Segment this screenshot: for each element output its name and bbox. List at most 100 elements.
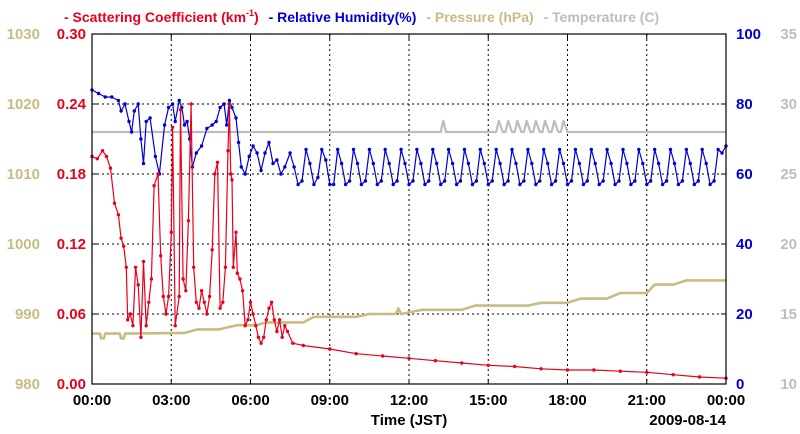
- temperature-tick-label: 10: [780, 376, 797, 393]
- scattering-point: [618, 369, 622, 373]
- humidity-point: [170, 102, 175, 106]
- scattering-point: [291, 341, 295, 345]
- x-tick-label: 00:00: [73, 392, 111, 409]
- humidity-point: [355, 161, 360, 166]
- scattering-tick-label: 0.18: [57, 166, 86, 183]
- scattering-point: [194, 300, 198, 304]
- humidity-point: [199, 144, 204, 148]
- scattering-point: [108, 166, 113, 170]
- humidity-point: [569, 179, 574, 183]
- humidity-point: [247, 154, 251, 159]
- pressure-tick-label: 1020: [7, 96, 40, 113]
- humidity-point: [668, 147, 673, 152]
- humidity-point: [210, 123, 214, 127]
- humidity-point: [304, 147, 308, 152]
- series-layer: [90, 88, 728, 380]
- humidity-point: [577, 161, 582, 166]
- scattering-point: [186, 219, 191, 223]
- scattering-point: [124, 265, 128, 269]
- humidity-point: [593, 161, 597, 166]
- scattering-point: [229, 172, 233, 176]
- humidity-tick-label: 80: [736, 96, 753, 113]
- humidity-point: [553, 179, 558, 183]
- scattering-point: [301, 343, 305, 348]
- humidity-point: [621, 147, 625, 152]
- humidity-point: [585, 179, 589, 183]
- legend-scattering-unit-end: ): [254, 9, 259, 25]
- humidity-point: [502, 182, 506, 187]
- humidity-point: [688, 161, 692, 166]
- humidity-point: [498, 161, 502, 166]
- humidity-point: [641, 161, 645, 166]
- humidity-point: [387, 161, 391, 166]
- humidity-point: [704, 161, 708, 166]
- humidity-point: [144, 119, 148, 124]
- humidity-point: [601, 179, 605, 183]
- humidity-point: [371, 161, 375, 166]
- humidity-point: [672, 161, 677, 166]
- scattering-point: [433, 359, 438, 363]
- humidity-point: [218, 105, 222, 110]
- humidity-point: [391, 182, 395, 187]
- humidity-point: [478, 147, 482, 152]
- humidity-point: [363, 179, 368, 183]
- humidity-point: [474, 179, 479, 183]
- humidity-tick-label: 20: [736, 306, 753, 323]
- plot-frame: [91, 33, 727, 385]
- humidity-point: [557, 147, 562, 152]
- humidity-point: [653, 147, 657, 152]
- humidity-point: [177, 98, 181, 103]
- scattering-point: [169, 230, 173, 234]
- scattering-point: [238, 277, 242, 281]
- temperature-tick-label: 25: [780, 166, 797, 183]
- humidity-point: [234, 116, 238, 120]
- humidity-point: [271, 161, 275, 166]
- scattering-point: [178, 108, 183, 112]
- pressure-tick-label: 1030: [7, 26, 40, 43]
- humidity-point: [625, 161, 629, 166]
- humidity-point: [279, 172, 283, 176]
- scattering-point: [149, 277, 154, 281]
- humidity-point: [205, 126, 209, 131]
- humidity-point: [435, 161, 439, 166]
- humidity-point: [263, 151, 267, 155]
- humidity-point: [308, 161, 312, 166]
- humidity-point: [454, 182, 459, 187]
- scattering-point: [181, 277, 185, 281]
- humidity-point: [716, 147, 720, 152]
- scattering-point: [565, 368, 570, 372]
- scattering-point: [104, 154, 109, 159]
- scattering-point: [230, 178, 234, 182]
- humidity-point: [676, 182, 681, 187]
- humidity-point: [239, 165, 243, 169]
- scattering-point: [122, 244, 126, 248]
- scattering-point: [161, 294, 165, 299]
- humidity-point: [617, 179, 621, 183]
- humidity-point: [526, 147, 530, 152]
- pressure-tick-label: 980: [15, 376, 40, 393]
- scattering-point: [223, 265, 228, 269]
- scattering-point: [513, 364, 517, 369]
- humidity-tick-label: 100: [736, 26, 761, 43]
- humidity-point: [367, 147, 372, 152]
- humidity-point: [316, 175, 320, 180]
- humidity-point: [542, 147, 546, 152]
- scattering-point: [207, 294, 212, 299]
- scattering-tick-label: 0.12: [57, 236, 86, 253]
- scattering-point: [592, 368, 596, 372]
- humidity-point: [629, 182, 633, 187]
- humidity-point: [518, 182, 522, 187]
- humidity-point: [522, 179, 526, 183]
- pressure-tick-label: 1010: [7, 166, 40, 183]
- x-tick-label: 12:00: [390, 392, 428, 409]
- humidity-point: [103, 95, 107, 99]
- scattering-point: [197, 306, 201, 310]
- humidity-point: [696, 179, 700, 183]
- humidity-point: [116, 98, 121, 103]
- humidity-point: [684, 147, 689, 152]
- humidity-point: [605, 147, 609, 152]
- humidity-point: [148, 116, 152, 120]
- humidity-point: [119, 109, 123, 113]
- scattering-point: [218, 306, 222, 310]
- humidity-point: [664, 179, 669, 183]
